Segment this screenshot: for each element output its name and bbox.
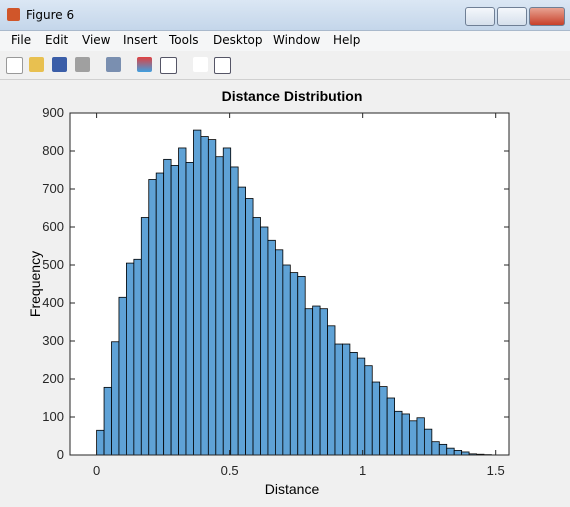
bar (342, 343, 351, 456)
menu-item[interactable]: Help (333, 33, 361, 47)
menu-item[interactable]: View (82, 33, 111, 47)
axes-box (69, 112, 510, 456)
bar (319, 308, 328, 456)
y-tick-label: 900 (42, 105, 64, 120)
bar (222, 147, 232, 456)
bar (349, 351, 358, 456)
bar (282, 264, 291, 456)
legend-icon[interactable] (160, 57, 177, 74)
bar (446, 447, 455, 456)
app-icon (7, 8, 20, 21)
bar (178, 147, 187, 456)
bar (289, 272, 299, 456)
title-bar: Figure 6 (0, 0, 570, 31)
bar (274, 249, 284, 456)
save-icon[interactable] (52, 57, 67, 72)
y-tick-label: 400 (42, 295, 64, 310)
bar (163, 158, 172, 456)
close-button[interactable] (529, 7, 565, 26)
link-icon[interactable] (106, 57, 121, 72)
y-tick-label: 200 (42, 371, 64, 386)
bar (409, 420, 418, 456)
bar (111, 341, 120, 456)
y-tick-label: 500 (42, 257, 64, 272)
x-tick-label: 0 (93, 463, 100, 478)
pointer-icon[interactable] (193, 57, 208, 72)
bar (438, 443, 448, 456)
bar (200, 136, 209, 456)
menu-item[interactable]: Desktop (213, 33, 263, 47)
bar (327, 325, 336, 456)
bar (215, 156, 224, 456)
bar (126, 262, 135, 456)
y-tick-label: 300 (42, 333, 64, 348)
toolbar (0, 52, 570, 80)
bar (237, 186, 246, 456)
bar (207, 139, 217, 456)
bar (304, 308, 314, 456)
x-tick-label: 1 (359, 463, 366, 478)
open-icon[interactable] (29, 57, 44, 72)
bar (379, 386, 388, 456)
y-tick-label: 800 (42, 143, 64, 158)
x-tick-label: 0.5 (221, 463, 239, 478)
bar (96, 429, 105, 456)
menu-item[interactable]: Edit (45, 33, 69, 47)
bar (364, 365, 373, 456)
menu-item[interactable]: Insert (123, 33, 158, 47)
new-icon[interactable] (6, 57, 23, 74)
bar (185, 162, 194, 456)
chart: Distance Distribution Distance Frequency… (27, 88, 510, 497)
x-axis-label: Distance (265, 481, 320, 497)
y-tick-label: 100 (42, 409, 64, 424)
menu-item[interactable]: File (11, 33, 32, 47)
menu-item[interactable]: Tools (169, 33, 199, 47)
bar (371, 381, 381, 456)
bar (252, 217, 261, 456)
bar (267, 239, 276, 456)
bar (170, 165, 179, 456)
bar (230, 166, 239, 456)
bar (356, 357, 366, 456)
y-axis-label: Frequency (27, 251, 43, 317)
bar (297, 275, 306, 456)
bar (453, 450, 463, 456)
y-tick-label: 700 (42, 181, 64, 196)
plot-tools-icon[interactable] (214, 57, 231, 74)
y-tick-label: 600 (42, 219, 64, 234)
bar (423, 428, 433, 456)
menu-bar: File Edit View Insert Tools Desktop Window Help (0, 31, 570, 51)
bar (140, 217, 150, 456)
bar (193, 129, 202, 456)
bar (416, 417, 425, 456)
chart-title: Distance Distribution (222, 88, 363, 104)
bar (103, 386, 112, 456)
bar (133, 258, 142, 456)
bar (155, 172, 165, 456)
x-tick-label: 1.5 (487, 463, 505, 478)
bar (386, 397, 395, 456)
bar (260, 226, 269, 456)
bar (431, 441, 440, 456)
window-title: Figure 6 (26, 8, 75, 22)
bar (401, 413, 410, 456)
maximize-button[interactable] (497, 7, 527, 26)
bar (118, 296, 127, 456)
menu-item[interactable]: Window (273, 33, 321, 47)
bar (334, 343, 343, 456)
bar (394, 410, 403, 456)
y-tick-label: 0 (57, 447, 64, 462)
minimize-button[interactable] (465, 7, 495, 26)
bar (148, 179, 157, 456)
colorbar-icon[interactable] (137, 57, 152, 72)
bar (245, 198, 254, 456)
bar (312, 305, 321, 456)
print-icon[interactable] (75, 57, 90, 72)
